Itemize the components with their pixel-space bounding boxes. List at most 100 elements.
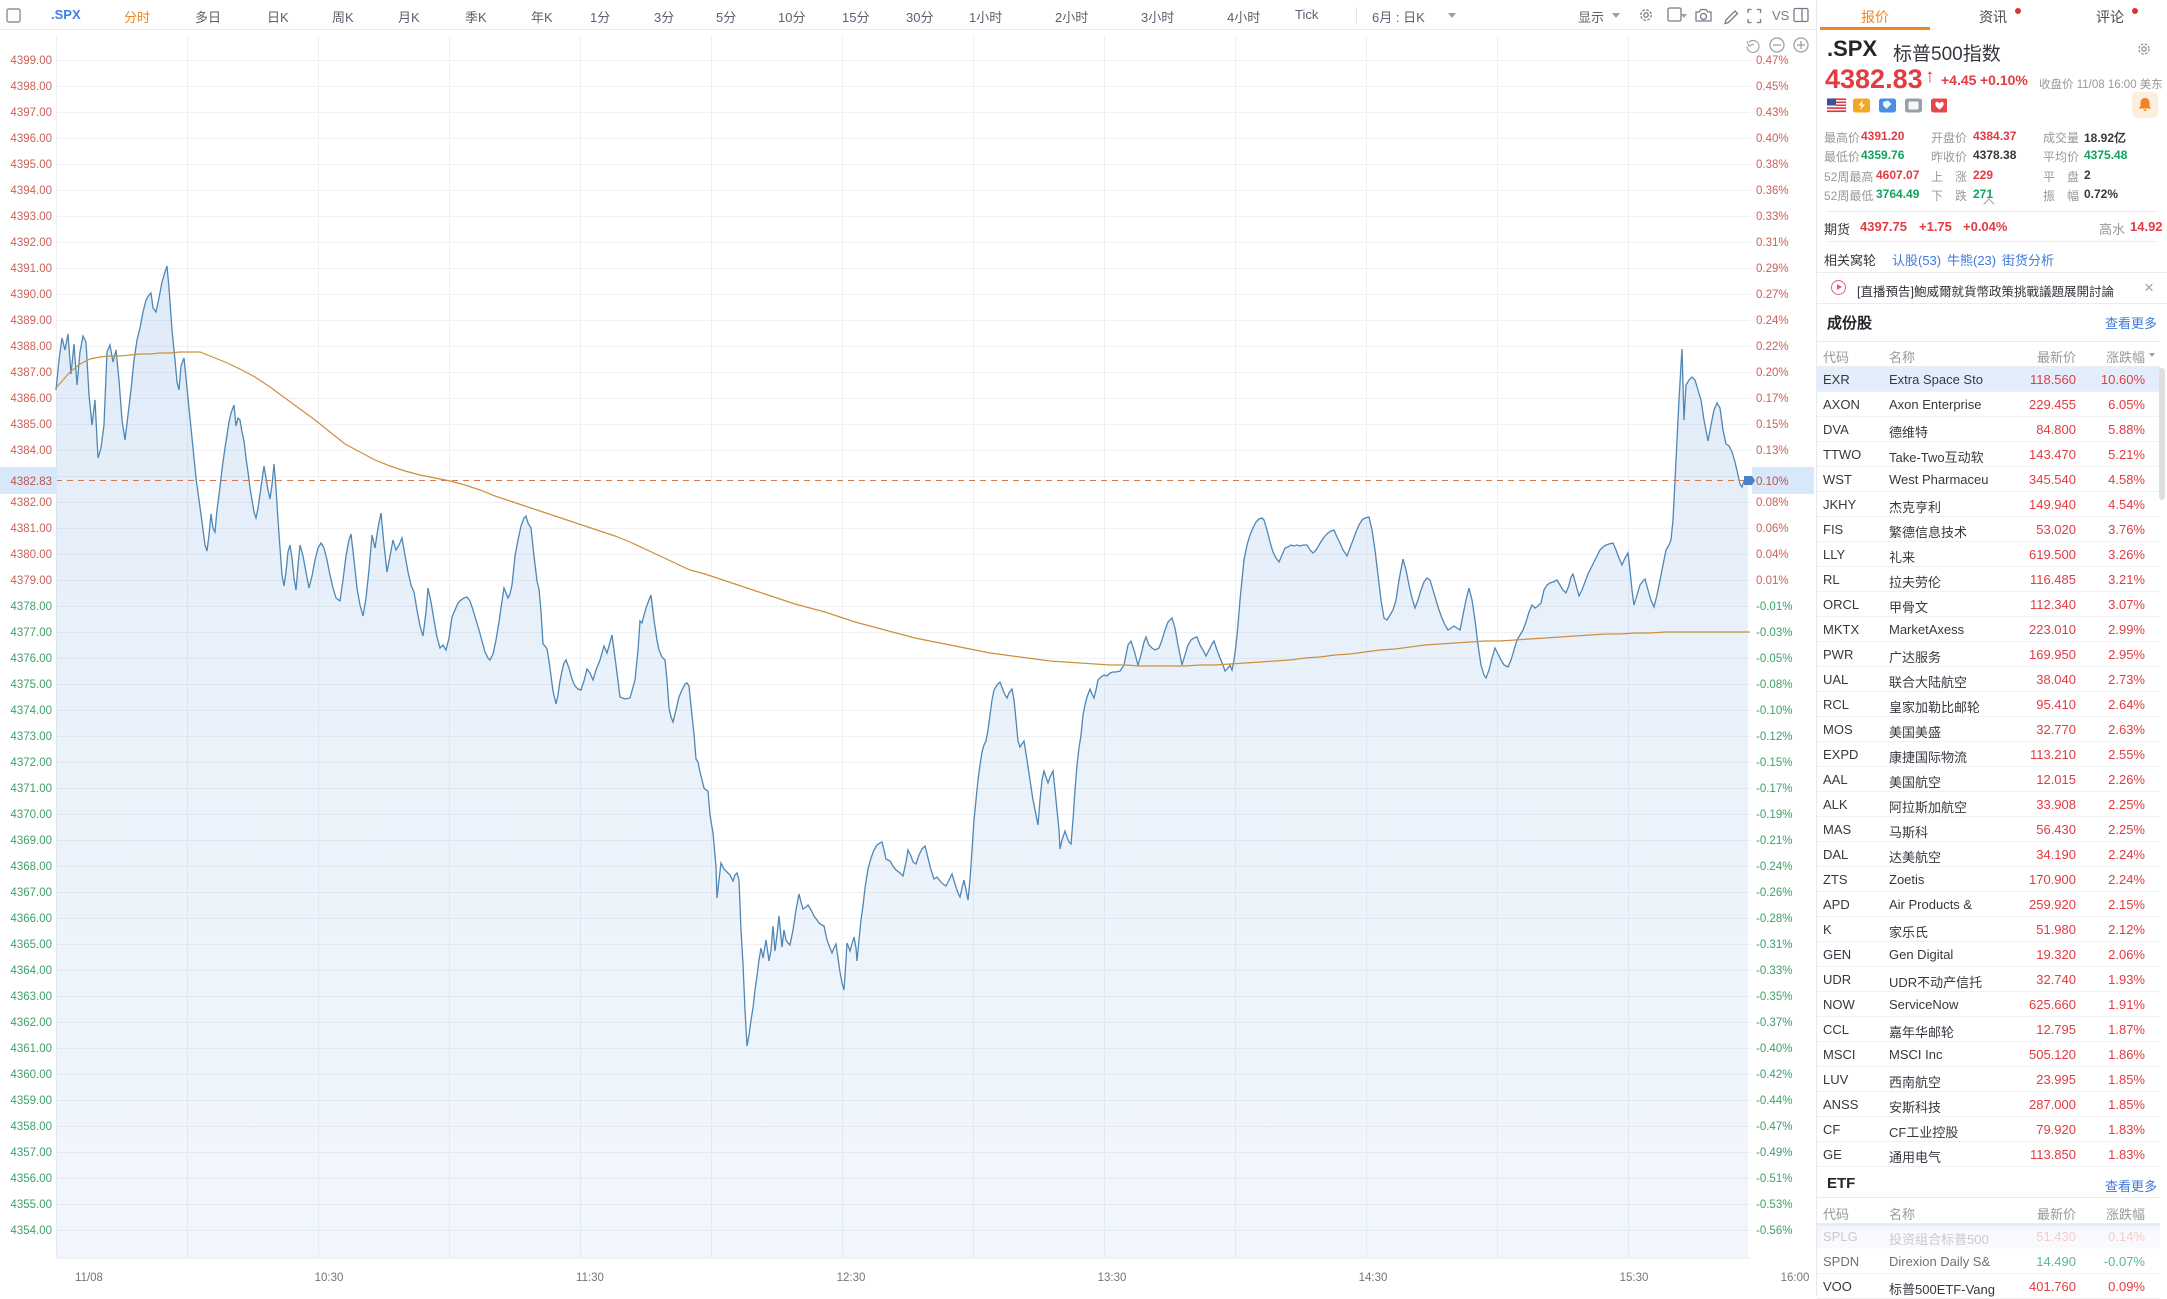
- svg-text:4363.00: 4363.00: [10, 991, 52, 1003]
- svg-text:4371.00: 4371.00: [10, 783, 52, 795]
- svg-text:-0.47%: -0.47%: [1756, 1121, 1792, 1133]
- svg-text:-0.08%: -0.08%: [1756, 679, 1792, 691]
- svg-text:0.06%: 0.06%: [1756, 523, 1789, 535]
- svg-text:4364.00: 4364.00: [10, 965, 52, 977]
- svg-text:4381.00: 4381.00: [10, 523, 52, 535]
- svg-text:11:30: 11:30: [576, 1272, 604, 1284]
- svg-text:4370.00: 4370.00: [10, 809, 52, 821]
- svg-text:0.01%: 0.01%: [1756, 575, 1789, 587]
- svg-text:4366.00: 4366.00: [10, 913, 52, 925]
- svg-text:14:30: 14:30: [1359, 1272, 1388, 1284]
- svg-text:0.22%: 0.22%: [1756, 341, 1789, 353]
- svg-text:-0.12%: -0.12%: [1756, 731, 1792, 743]
- svg-text:0.17%: 0.17%: [1756, 393, 1789, 405]
- svg-text:-0.26%: -0.26%: [1756, 887, 1792, 899]
- svg-text:4361.00: 4361.00: [10, 1043, 52, 1055]
- svg-text:0.20%: 0.20%: [1756, 367, 1789, 379]
- svg-text:0.27%: 0.27%: [1756, 289, 1789, 301]
- svg-text:4356.00: 4356.00: [10, 1173, 52, 1185]
- svg-text:4385.00: 4385.00: [10, 419, 52, 431]
- svg-text:4394.00: 4394.00: [10, 185, 52, 197]
- svg-text:4375.00: 4375.00: [10, 679, 52, 691]
- svg-text:4354.00: 4354.00: [10, 1225, 52, 1237]
- svg-text:4368.00: 4368.00: [10, 861, 52, 873]
- svg-text:0.08%: 0.08%: [1756, 497, 1789, 509]
- svg-text:0.40%: 0.40%: [1756, 133, 1789, 145]
- svg-text:0.04%: 0.04%: [1756, 549, 1789, 561]
- svg-text:11/08: 11/08: [75, 1272, 103, 1284]
- svg-text:10:30: 10:30: [315, 1272, 344, 1284]
- svg-text:4384.00: 4384.00: [10, 445, 52, 457]
- svg-text:4372.00: 4372.00: [10, 757, 52, 769]
- svg-text:0.43%: 0.43%: [1756, 107, 1789, 119]
- svg-text:-0.21%: -0.21%: [1756, 835, 1792, 847]
- svg-text:4362.00: 4362.00: [10, 1017, 52, 1029]
- svg-text:-0.10%: -0.10%: [1756, 705, 1792, 717]
- svg-text:-0.24%: -0.24%: [1756, 861, 1792, 873]
- svg-text:-0.42%: -0.42%: [1756, 1069, 1792, 1081]
- svg-text:-0.35%: -0.35%: [1756, 991, 1792, 1003]
- svg-text:-0.51%: -0.51%: [1756, 1173, 1792, 1185]
- svg-text:4392.00: 4392.00: [10, 237, 52, 249]
- svg-text:4398.00: 4398.00: [10, 81, 52, 93]
- svg-text:0.38%: 0.38%: [1756, 159, 1789, 171]
- svg-text:0.33%: 0.33%: [1756, 211, 1789, 223]
- svg-text:4355.00: 4355.00: [10, 1199, 52, 1211]
- svg-text:0.31%: 0.31%: [1756, 237, 1789, 249]
- svg-text:4393.00: 4393.00: [10, 211, 52, 223]
- svg-text:0.47%: 0.47%: [1756, 55, 1789, 67]
- svg-text:-0.53%: -0.53%: [1756, 1199, 1792, 1211]
- svg-text:15:30: 15:30: [1620, 1272, 1649, 1284]
- svg-text:4397.00: 4397.00: [10, 107, 52, 119]
- svg-text:4389.00: 4389.00: [10, 315, 52, 327]
- svg-text:4388.00: 4388.00: [10, 341, 52, 353]
- svg-text:-0.05%: -0.05%: [1756, 653, 1792, 665]
- svg-text:4376.00: 4376.00: [10, 653, 52, 665]
- svg-text:4382.00: 4382.00: [10, 497, 52, 509]
- svg-text:-0.56%: -0.56%: [1756, 1225, 1792, 1237]
- svg-text:4374.00: 4374.00: [10, 705, 52, 717]
- svg-text:4377.00: 4377.00: [10, 627, 52, 639]
- svg-text:4359.00: 4359.00: [10, 1095, 52, 1107]
- svg-text:13:30: 13:30: [1098, 1272, 1127, 1284]
- svg-text:12:30: 12:30: [837, 1272, 866, 1284]
- svg-text:16:00: 16:00: [1781, 1272, 1810, 1284]
- svg-text:4387.00: 4387.00: [10, 367, 52, 379]
- svg-text:-0.03%: -0.03%: [1756, 627, 1792, 639]
- svg-text:4395.00: 4395.00: [10, 159, 52, 171]
- svg-text:4382.83: 4382.83: [10, 476, 52, 488]
- svg-text:4378.00: 4378.00: [10, 601, 52, 613]
- svg-text:4367.00: 4367.00: [10, 887, 52, 899]
- svg-text:4360.00: 4360.00: [10, 1069, 52, 1081]
- svg-text:-0.40%: -0.40%: [1756, 1043, 1792, 1055]
- svg-text:-0.19%: -0.19%: [1756, 809, 1792, 821]
- svg-text:-0.01%: -0.01%: [1756, 601, 1792, 613]
- svg-text:4369.00: 4369.00: [10, 835, 52, 847]
- svg-text:VS: VS: [1772, 8, 1790, 23]
- svg-text:0.24%: 0.24%: [1756, 315, 1789, 327]
- svg-text:4357.00: 4357.00: [10, 1147, 52, 1159]
- svg-text:-0.15%: -0.15%: [1756, 757, 1792, 769]
- svg-text:-0.28%: -0.28%: [1756, 913, 1792, 925]
- svg-text:4390.00: 4390.00: [10, 289, 52, 301]
- svg-text:4380.00: 4380.00: [10, 549, 52, 561]
- svg-text:-0.37%: -0.37%: [1756, 1017, 1792, 1029]
- svg-text:-0.49%: -0.49%: [1756, 1147, 1792, 1159]
- svg-text:4365.00: 4365.00: [10, 939, 52, 951]
- svg-text:4399.00: 4399.00: [10, 55, 52, 67]
- svg-text:0.36%: 0.36%: [1756, 185, 1789, 197]
- svg-text:0.13%: 0.13%: [1756, 445, 1789, 457]
- svg-text:4386.00: 4386.00: [10, 393, 52, 405]
- svg-text:-0.17%: -0.17%: [1756, 783, 1792, 795]
- svg-text:4396.00: 4396.00: [10, 133, 52, 145]
- svg-text:4391.00: 4391.00: [10, 263, 52, 275]
- svg-text:4379.00: 4379.00: [10, 575, 52, 587]
- svg-text:4358.00: 4358.00: [10, 1121, 52, 1133]
- svg-text:-0.44%: -0.44%: [1756, 1095, 1792, 1107]
- svg-text:0.29%: 0.29%: [1756, 263, 1789, 275]
- svg-text:0.15%: 0.15%: [1756, 419, 1789, 431]
- svg-text:-0.33%: -0.33%: [1756, 965, 1792, 977]
- svg-text:0.45%: 0.45%: [1756, 81, 1789, 93]
- svg-text:4373.00: 4373.00: [10, 731, 52, 743]
- svg-text:-0.31%: -0.31%: [1756, 939, 1792, 951]
